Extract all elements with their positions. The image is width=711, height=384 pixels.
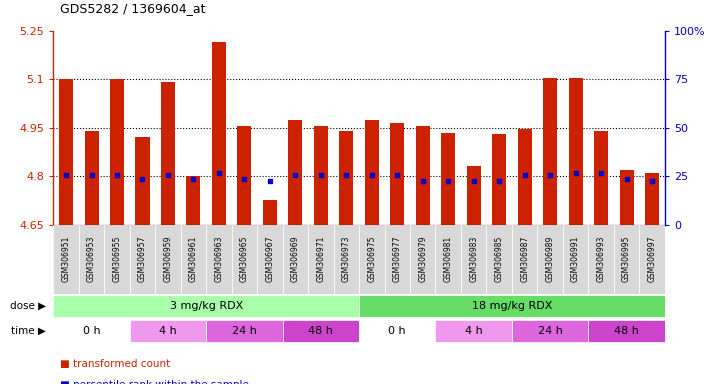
- Bar: [645, 173, 659, 225]
- Bar: [333, 225, 359, 294]
- Bar: [492, 134, 506, 225]
- Text: GSM306985: GSM306985: [495, 236, 503, 282]
- Bar: [416, 126, 429, 225]
- Bar: [110, 79, 124, 225]
- Bar: [339, 131, 353, 225]
- Bar: [569, 78, 582, 225]
- Bar: [512, 320, 589, 343]
- Bar: [461, 225, 486, 294]
- Text: GSM306989: GSM306989: [545, 236, 555, 282]
- Bar: [359, 295, 665, 318]
- Text: GSM306971: GSM306971: [316, 236, 326, 282]
- Bar: [359, 225, 385, 294]
- Text: GSM306987: GSM306987: [520, 236, 529, 282]
- Text: 24 h: 24 h: [232, 326, 257, 336]
- Text: GSM306977: GSM306977: [392, 236, 402, 283]
- Text: 4 h: 4 h: [159, 326, 177, 336]
- Text: GSM306967: GSM306967: [265, 236, 274, 283]
- Bar: [512, 225, 538, 294]
- Bar: [594, 131, 608, 225]
- Bar: [589, 225, 614, 294]
- Bar: [155, 225, 181, 294]
- Text: 48 h: 48 h: [614, 326, 639, 336]
- Bar: [206, 225, 232, 294]
- Text: GSM306965: GSM306965: [240, 236, 249, 283]
- Text: ■ percentile rank within the sample: ■ percentile rank within the sample: [60, 380, 250, 384]
- Text: 18 mg/kg RDX: 18 mg/kg RDX: [471, 301, 552, 311]
- Bar: [79, 225, 105, 294]
- Bar: [257, 225, 283, 294]
- Bar: [639, 225, 665, 294]
- Bar: [212, 42, 226, 225]
- Text: GSM306993: GSM306993: [597, 236, 606, 283]
- Bar: [390, 123, 405, 225]
- Bar: [85, 131, 99, 225]
- Bar: [186, 176, 201, 225]
- Text: GSM306991: GSM306991: [571, 236, 580, 282]
- Text: GDS5282 / 1369604_at: GDS5282 / 1369604_at: [60, 2, 206, 15]
- Text: ■ transformed count: ■ transformed count: [60, 359, 171, 369]
- Text: GSM306959: GSM306959: [164, 236, 173, 283]
- Bar: [53, 320, 129, 343]
- Bar: [385, 225, 410, 294]
- Text: GSM306969: GSM306969: [291, 236, 300, 283]
- Text: time ▶: time ▶: [11, 326, 46, 336]
- Bar: [435, 225, 461, 294]
- Bar: [435, 320, 512, 343]
- Bar: [53, 295, 359, 318]
- Bar: [308, 225, 333, 294]
- Bar: [181, 225, 206, 294]
- Text: 0 h: 0 h: [82, 326, 100, 336]
- Bar: [283, 225, 308, 294]
- Bar: [442, 132, 455, 225]
- Bar: [543, 78, 557, 225]
- Text: GSM306975: GSM306975: [368, 236, 376, 283]
- Text: GSM306997: GSM306997: [648, 236, 656, 283]
- Bar: [589, 320, 665, 343]
- Text: GSM306955: GSM306955: [112, 236, 122, 283]
- Text: 24 h: 24 h: [538, 326, 562, 336]
- Text: GSM306973: GSM306973: [342, 236, 351, 283]
- Text: dose ▶: dose ▶: [10, 301, 46, 311]
- Bar: [129, 225, 155, 294]
- Bar: [314, 126, 328, 225]
- Bar: [619, 170, 634, 225]
- Text: 3 mg/kg RDX: 3 mg/kg RDX: [169, 301, 243, 311]
- Bar: [365, 119, 379, 225]
- Text: GSM306995: GSM306995: [622, 236, 631, 283]
- Bar: [129, 320, 206, 343]
- Bar: [486, 225, 512, 294]
- Text: GSM306957: GSM306957: [138, 236, 147, 283]
- Text: 48 h: 48 h: [309, 326, 333, 336]
- Bar: [614, 225, 639, 294]
- Bar: [289, 119, 302, 225]
- Bar: [538, 225, 563, 294]
- Bar: [237, 126, 252, 225]
- Text: 4 h: 4 h: [465, 326, 483, 336]
- Bar: [563, 225, 589, 294]
- Bar: [59, 79, 73, 225]
- Bar: [263, 200, 277, 225]
- Text: GSM306961: GSM306961: [189, 236, 198, 282]
- Text: GSM306983: GSM306983: [469, 236, 479, 282]
- Text: GSM306951: GSM306951: [62, 236, 70, 282]
- Text: GSM306979: GSM306979: [418, 236, 427, 283]
- Bar: [410, 225, 435, 294]
- Text: GSM306981: GSM306981: [444, 236, 453, 282]
- Bar: [518, 129, 532, 225]
- Bar: [161, 83, 175, 225]
- Bar: [466, 167, 481, 225]
- Bar: [206, 320, 283, 343]
- Bar: [283, 320, 359, 343]
- Text: GSM306953: GSM306953: [87, 236, 96, 283]
- Bar: [105, 225, 129, 294]
- Bar: [359, 320, 435, 343]
- Bar: [232, 225, 257, 294]
- Text: GSM306963: GSM306963: [215, 236, 223, 283]
- Text: 0 h: 0 h: [388, 326, 406, 336]
- Bar: [136, 137, 149, 225]
- Bar: [53, 225, 79, 294]
